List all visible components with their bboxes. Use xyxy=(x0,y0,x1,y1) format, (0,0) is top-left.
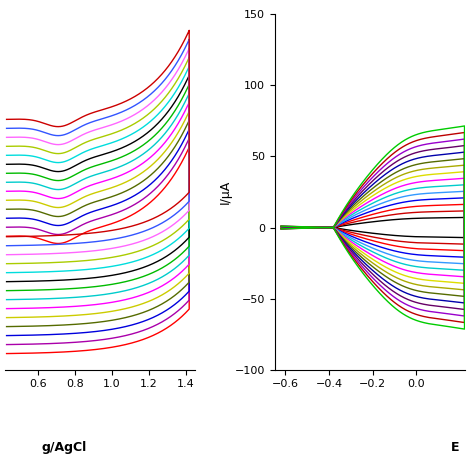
Y-axis label: I/μA: I/μA xyxy=(219,180,232,204)
Text: g/AgCl: g/AgCl xyxy=(41,441,87,454)
Text: E: E xyxy=(451,441,460,454)
